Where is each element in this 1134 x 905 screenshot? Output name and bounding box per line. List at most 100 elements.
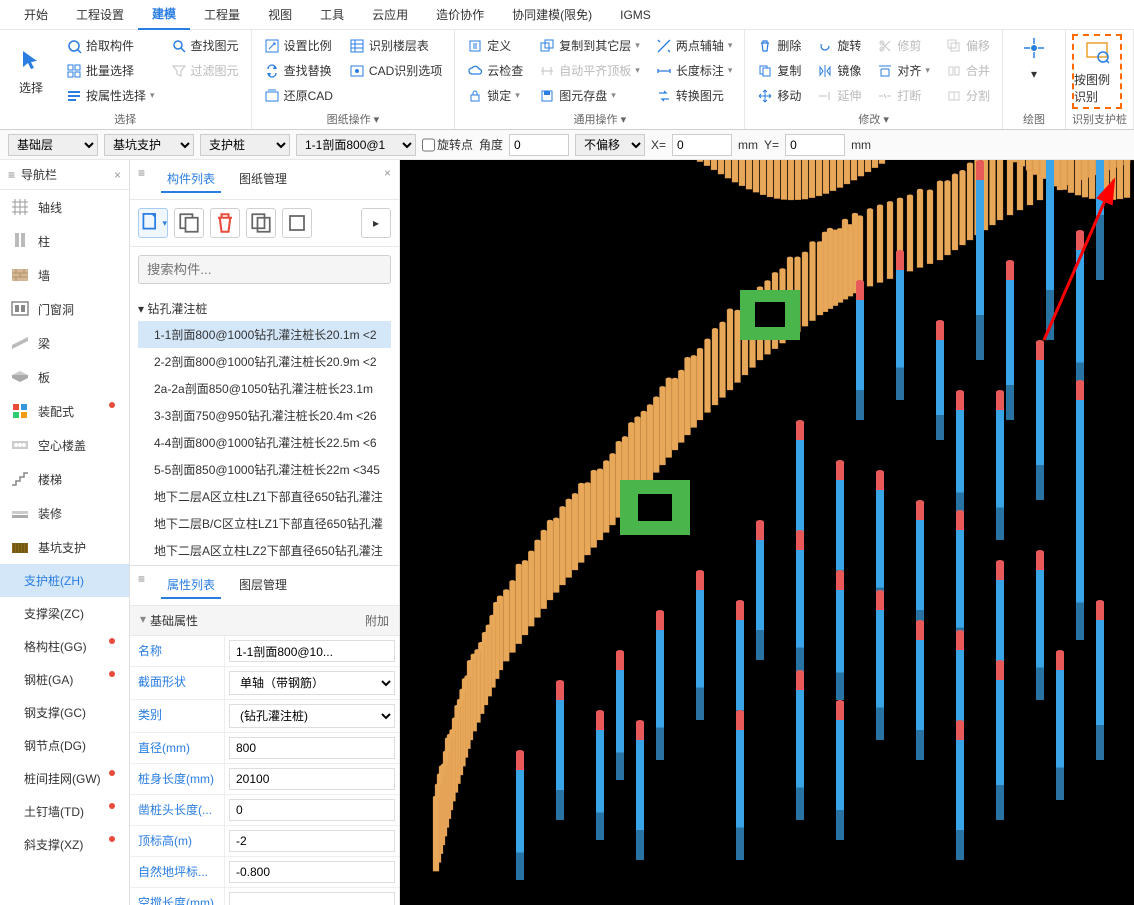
tree-item[interactable]: 2a-2a剖面850@1050钻孔灌注桩长23.1m	[138, 375, 391, 402]
nav-sub-item-3[interactable]: 钢桩(GA)	[0, 663, 129, 696]
component-tab-1[interactable]: 图纸管理	[233, 166, 293, 193]
ribbon-find-button[interactable]: 查找图元	[165, 34, 245, 57]
nav-item-hollow[interactable]: 空心楼盖	[0, 428, 129, 462]
ribbon-alignobj-button[interactable]: 对齐 ▾	[871, 59, 936, 82]
nav-close-icon[interactable]: ×	[114, 168, 121, 182]
nav-item-stair[interactable]: 楼梯	[0, 462, 129, 496]
tree-item[interactable]: 1-1剖面800@1000钻孔灌注桩长20.1m <2	[138, 321, 391, 348]
offset-mode-select[interactable]: 不偏移	[575, 134, 645, 156]
copy-button[interactable]	[174, 208, 204, 238]
menu-tab-3[interactable]: 工程量	[190, 0, 254, 29]
nav-sub-item-4[interactable]: 钢支撑(GC)	[0, 696, 129, 729]
menu-tab-1[interactable]: 工程设置	[62, 0, 138, 29]
nav-item-column[interactable]: 柱	[0, 224, 129, 258]
nav-item-beam[interactable]: 梁	[0, 326, 129, 360]
nav-sub-item-6[interactable]: 桩间挂网(GW)	[0, 762, 129, 795]
nav-item-door[interactable]: 门窗洞	[0, 292, 129, 326]
ribbon-save-button[interactable]: 图元存盘 ▾	[533, 84, 646, 107]
ribbon-delete-button[interactable]: 删除	[751, 34, 807, 57]
menu-tab-9[interactable]: IGMS	[606, 2, 665, 28]
prop-value-input[interactable]	[229, 892, 395, 905]
nav-item-pit[interactable]: 基坑支护	[0, 530, 129, 564]
prop-value-input[interactable]	[229, 768, 395, 790]
menu-tab-6[interactable]: 云应用	[358, 0, 422, 29]
nav-sub-item-7[interactable]: 土钉墙(TD)	[0, 795, 129, 828]
nav-sub-item-0[interactable]: 支护桩(ZH)	[0, 564, 129, 597]
collapse-icon[interactable]: ≡	[8, 168, 15, 182]
nav-sub-item-2[interactable]: 格构柱(GG)	[0, 630, 129, 663]
ribbon-define-button[interactable]: 定义	[461, 34, 529, 57]
rotate-checkbox[interactable]: 旋转点	[422, 134, 473, 156]
category-select[interactable]: 基坑支护	[104, 134, 194, 156]
ribbon-convert-button[interactable]: 转换图元	[650, 84, 739, 107]
ribbon-cadopt-button[interactable]: CAD识别选项	[343, 59, 448, 82]
ribbon-floor-button[interactable]: 识别楼层表	[343, 34, 448, 57]
tree-item[interactable]: 5-5剖面850@1000钻孔灌注桩长22m <345	[138, 456, 391, 483]
ribbon-rotate-button[interactable]: 旋转	[811, 34, 867, 57]
prop-value-input[interactable]	[229, 640, 395, 662]
ribbon-mirror-button[interactable]: 镜像	[811, 59, 867, 82]
props-tab-1[interactable]: 图层管理	[233, 572, 293, 599]
layer-up-button[interactable]	[246, 208, 276, 238]
prop-value-input[interactable]	[229, 799, 395, 821]
nav-item-assembly[interactable]: 装配式	[0, 394, 129, 428]
ribbon-cloud-button[interactable]: 云检查	[461, 59, 529, 82]
nav-item-decor[interactable]: 装修	[0, 496, 129, 530]
draw-dropdown[interactable]: ▾	[1009, 64, 1059, 84]
ribbon-lock-button[interactable]: 锁定 ▾	[461, 84, 529, 107]
y-input[interactable]	[785, 134, 845, 156]
menu-tab-5[interactable]: 工具	[306, 0, 358, 29]
ribbon-legend-button[interactable]: 按图例识别	[1072, 34, 1122, 109]
props-tab-0[interactable]: 属性列表	[161, 572, 221, 599]
ribbon-replace-button[interactable]: 查找替换	[258, 59, 339, 82]
ribbon-point-button[interactable]	[1009, 34, 1059, 62]
tree-item[interactable]: 3-3剖面750@950钻孔灌注桩长20.4m <26	[138, 402, 391, 429]
ribbon-axis-button[interactable]: 两点辅轴 ▾	[650, 34, 739, 57]
tree-item[interactable]: 2-2剖面800@1000钻孔灌注桩长20.9m <2	[138, 348, 391, 375]
new-button[interactable]: ▾	[138, 208, 168, 238]
ribbon-cursor-button[interactable]: 选择	[6, 34, 56, 109]
tree-group-header[interactable]: ▾ 钻孔灌注桩	[138, 296, 391, 321]
x-input[interactable]	[672, 134, 732, 156]
nav-item-wall[interactable]: 墙	[0, 258, 129, 292]
ribbon-pick-button[interactable]: 拾取构件	[60, 34, 161, 57]
tree-item[interactable]: 4-4剖面800@1000钻孔灌注桩长22.5m <6	[138, 429, 391, 456]
prop-value-input[interactable]	[229, 861, 395, 883]
tree-item[interactable]: 地下二层A区立柱LZ2下部直径650钻孔灌注	[138, 537, 391, 564]
props-extra-button[interactable]: 附加	[365, 612, 389, 629]
menu-tab-8[interactable]: 协同建模(限免)	[498, 0, 606, 29]
delete-button[interactable]	[210, 208, 240, 238]
tree-item[interactable]: 地下二层B/C区立柱LZ1下部直径650钻孔灌	[138, 510, 391, 537]
mid-collapse-icon[interactable]: ≡	[138, 166, 145, 193]
viewport-3d[interactable]	[400, 160, 1134, 905]
ribbon-copyfloor-button[interactable]: 复制到其它层 ▾	[533, 34, 646, 57]
nav-item-slab[interactable]: 板	[0, 360, 129, 394]
ribbon-restore-button[interactable]: 还原CAD	[258, 84, 339, 107]
menu-tab-4[interactable]: 视图	[254, 0, 306, 29]
angle-input[interactable]	[509, 134, 569, 156]
prop-value-select[interactable]: (钻孔灌注桩)	[229, 704, 395, 728]
props-collapse-icon[interactable]: ≡	[138, 572, 145, 599]
spec-select[interactable]: 1-1剖面800@1	[296, 134, 416, 156]
tree-item[interactable]: 地下二层A区立柱LZ1下部直径650钻孔灌注	[138, 483, 391, 510]
search-input[interactable]	[138, 255, 391, 284]
menu-tab-2[interactable]: 建模	[138, 0, 190, 30]
layer-down-button[interactable]	[282, 208, 312, 238]
prop-value-select[interactable]: 单轴（带钢筋）	[229, 671, 395, 695]
component-tab-0[interactable]: 构件列表	[161, 166, 221, 193]
nav-sub-item-1[interactable]: 支撑梁(ZC)	[0, 597, 129, 630]
prop-value-input[interactable]	[229, 737, 395, 759]
menu-tab-0[interactable]: 开始	[10, 0, 62, 29]
ribbon-copy-button[interactable]: 复制	[751, 59, 807, 82]
prop-value-input[interactable]	[229, 830, 395, 852]
type-select[interactable]: 支护桩	[200, 134, 290, 156]
ribbon-move-button[interactable]: 移动	[751, 84, 807, 107]
ribbon-scale-button[interactable]: 设置比例	[258, 34, 339, 57]
more-button[interactable]: ▸	[361, 208, 391, 238]
nav-item-grid[interactable]: 轴线	[0, 190, 129, 224]
ribbon-dim-button[interactable]: 长度标注 ▾	[650, 59, 739, 82]
ribbon-byprop-button[interactable]: 按属性选择 ▾	[60, 84, 161, 107]
nav-sub-item-8[interactable]: 斜支撑(XZ)	[0, 828, 129, 861]
menu-tab-7[interactable]: 造价协作	[422, 0, 498, 29]
nav-sub-item-5[interactable]: 钢节点(DG)	[0, 729, 129, 762]
